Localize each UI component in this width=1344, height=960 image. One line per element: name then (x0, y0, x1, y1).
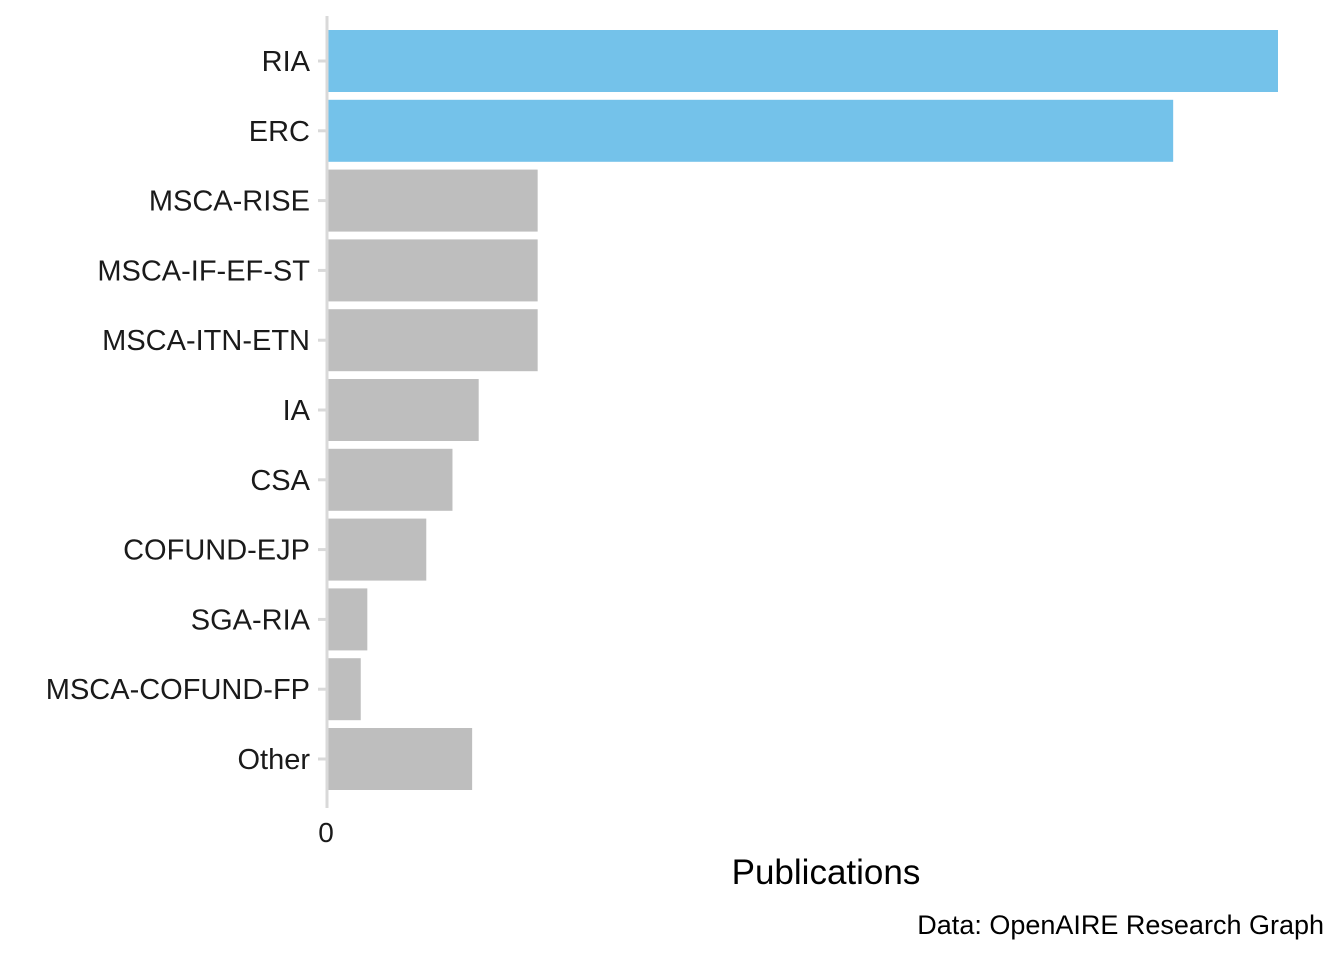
bar-erc (328, 99, 1174, 162)
bar-ia (328, 379, 479, 441)
bar-sga-ria (328, 588, 368, 651)
category-label-other: Other (237, 744, 310, 776)
bar-msca-itn-etn (328, 309, 538, 372)
x-tick-label: 0 (318, 817, 334, 848)
category-label-msca-if-ef-st: MSCA-IF-EF-ST (97, 255, 310, 287)
bar-csa (328, 448, 453, 511)
category-label-msca-itn-etn: MSCA-ITN-ETN (102, 325, 310, 357)
category-label-erc: ERC (249, 116, 310, 148)
bar-cofund-ejp (328, 518, 427, 581)
bar-msca-cofund-fp (328, 658, 361, 721)
category-label-cofund-ejp: COFUND-EJP (123, 535, 310, 567)
category-label-csa: CSA (250, 465, 310, 497)
bars-group (328, 30, 1278, 790)
x-axis-title: Publications (732, 853, 921, 892)
category-label-ia: IA (283, 395, 311, 427)
category-label-sga-ria: SGA-RIA (191, 604, 311, 636)
x-tick-labels: 0 (318, 817, 334, 848)
bar-other (328, 728, 473, 790)
y-tick-marks (318, 59, 326, 761)
bar-msca-if-ef-st (328, 239, 538, 302)
category-label-ria: RIA (262, 46, 311, 78)
bar-msca-rise (328, 169, 538, 232)
category-labels: RIA ERC MSCA-RISE MSCA-IF-EF-ST MSCA-ITN-ETN… (46, 46, 311, 776)
bar-ria (328, 30, 1278, 92)
data-source-caption: Data: OpenAIRE Research Graph (917, 910, 1324, 940)
category-label-msca-cofund-fp: MSCA-COFUND-FP (46, 674, 310, 706)
category-label-msca-rise: MSCA-RISE (149, 186, 310, 218)
